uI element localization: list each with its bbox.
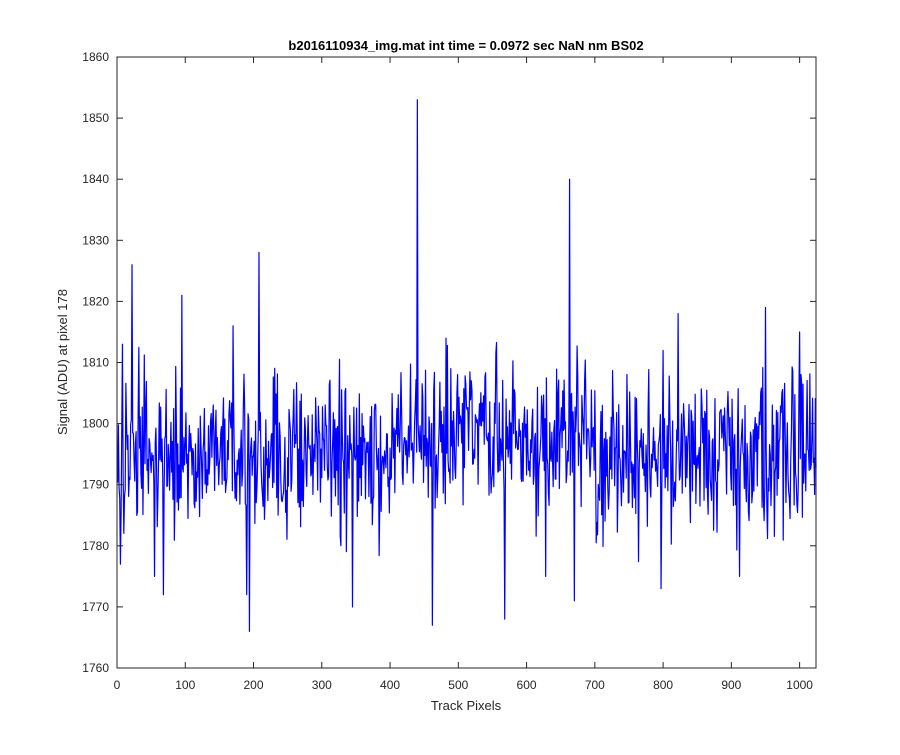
x-tick-label: 1000: [786, 678, 813, 692]
x-tick-label: 300: [312, 678, 332, 692]
y-axis: 1760 1770 1780 1790 1800 1810 1820 1830 1840 1850…: [82, 50, 816, 675]
y-tick-label: 1850: [82, 111, 109, 125]
axes-box: [116, 56, 817, 669]
x-tick-label: 600: [517, 678, 537, 692]
x-tick-label: 900: [721, 678, 741, 692]
y-axis-label: Signal (ADU) at pixel 178: [55, 289, 70, 435]
y-tick-label: 1830: [82, 233, 109, 247]
x-tick-label: 800: [653, 678, 673, 692]
x-axis-label: Track Pixels: [431, 698, 502, 713]
x-tick-label: 100: [175, 678, 195, 692]
y-tick-label: 1760: [82, 661, 109, 675]
y-tick-label: 1820: [82, 294, 109, 308]
chart-title: b2016110934_img.mat int time = 0.0972 se…: [288, 38, 643, 53]
plot-area: [117, 99, 817, 632]
y-tick-label: 1810: [82, 356, 109, 370]
y-tick-label: 1770: [82, 600, 109, 614]
y-tick-label: 1780: [82, 539, 109, 553]
y-tick-label: 1860: [82, 50, 109, 64]
x-tick-label: 500: [448, 678, 468, 692]
x-axis: 0 100 200 300 400 500 600 700 800 900 1000: [114, 57, 813, 692]
y-tick-label: 1840: [82, 172, 109, 186]
x-tick-label: 700: [585, 678, 605, 692]
x-tick-label: 400: [380, 678, 400, 692]
y-tick-label: 1790: [82, 478, 109, 492]
y-tick-label: 1800: [82, 417, 109, 431]
x-tick-label: 0: [114, 678, 121, 692]
x-tick-label: 200: [244, 678, 264, 692]
series-line: [117, 99, 817, 632]
